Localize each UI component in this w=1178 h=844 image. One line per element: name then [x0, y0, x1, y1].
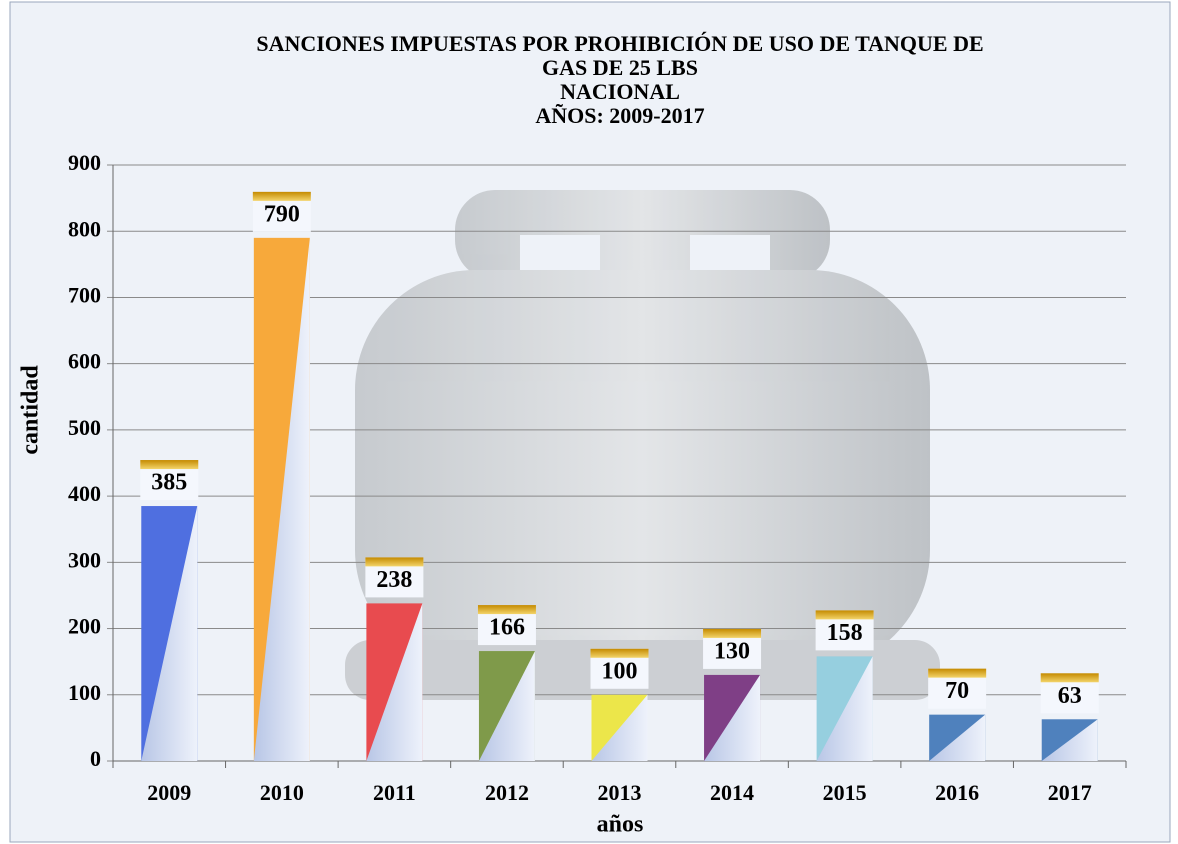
x-tick-label: 2014 [710, 780, 754, 805]
data-label: 130 [714, 638, 750, 664]
y-tick-label: 500 [68, 415, 101, 440]
x-tick-label: 2017 [1048, 780, 1092, 805]
x-tick-label: 2012 [485, 780, 529, 805]
bar-shine [253, 237, 310, 761]
label-box-top [1040, 673, 1099, 683]
y-tick-label: 0 [90, 746, 101, 771]
data-label: 158 [827, 620, 863, 646]
y-tick-label: 600 [68, 349, 101, 374]
data-label: 70 [945, 678, 969, 704]
y-tick-label: 700 [68, 282, 101, 307]
y-tick-label: 900 [68, 150, 101, 175]
title-line: SANCIONES IMPUESTAS POR PROHIBICIÓN DE U… [256, 31, 983, 56]
label-box-top [140, 460, 199, 470]
y-tick-label: 200 [68, 614, 101, 639]
label-box-top [928, 668, 987, 678]
x-tick-label: 2016 [935, 780, 979, 805]
data-label: 790 [264, 201, 300, 227]
y-tick-label: 800 [68, 216, 101, 241]
data-label: 63 [1058, 683, 1082, 709]
bar-shine [141, 506, 198, 761]
x-tick-label: 2013 [598, 780, 642, 805]
data-label: 166 [489, 615, 525, 641]
bar-shine [929, 714, 986, 761]
label-box-top [590, 648, 649, 658]
y-tick-label: 400 [68, 481, 101, 506]
bar-shine [478, 651, 535, 761]
x-axis-label: años [597, 812, 644, 838]
x-tick-label: 2011 [373, 780, 416, 805]
bar-shine [366, 603, 423, 761]
bar-shine [704, 674, 761, 761]
label-box-top [252, 191, 311, 201]
title-line: NACIONAL [560, 79, 680, 104]
x-tick-label: 2009 [147, 780, 191, 805]
x-tick-label: 2010 [260, 780, 304, 805]
label-box-top [815, 610, 874, 620]
data-label: 385 [151, 470, 187, 496]
label-box-top [477, 605, 536, 615]
title-line: AÑOS: 2009-2017 [535, 103, 704, 128]
bar-shine [1041, 719, 1098, 761]
bar-shine [816, 656, 873, 761]
title-line: GAS DE 25 LBS [542, 55, 698, 80]
label-box-top [365, 557, 424, 567]
data-label: 100 [602, 658, 638, 684]
x-tick-label: 2015 [823, 780, 867, 805]
bar-shine [591, 694, 648, 761]
label-box-top [703, 628, 762, 638]
y-axis-label: cantidad [18, 365, 44, 455]
chart-title: SANCIONES IMPUESTAS POR PROHIBICIÓN DE U… [256, 31, 983, 128]
y-tick-label: 300 [68, 547, 101, 572]
y-tick-label: 100 [68, 680, 101, 705]
data-label: 238 [376, 567, 412, 593]
